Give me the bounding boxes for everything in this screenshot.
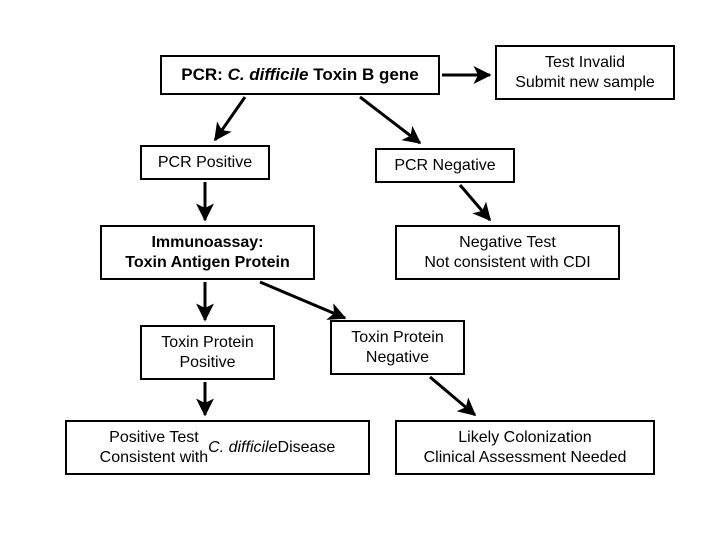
- node-pcr_pos: PCR Positive: [140, 145, 270, 180]
- node-pcr_neg: PCR Negative: [375, 148, 515, 183]
- node-immunoassay: Immunoassay:Toxin Antigen Protein: [100, 225, 315, 280]
- edge-1: [215, 97, 245, 140]
- edge-6: [260, 282, 345, 318]
- node-colonization: Likely ColonizationClinical Assessment N…: [395, 420, 655, 475]
- node-neg_test: Negative TestNot consistent with CDI: [395, 225, 620, 280]
- node-toxin_neg: Toxin ProteinNegative: [330, 320, 465, 375]
- edge-4: [460, 185, 490, 220]
- edge-2: [360, 97, 420, 143]
- node-pcr_root: PCR: C. difficile Toxin B gene: [160, 55, 440, 95]
- node-positive_test: Positive TestConsistent with C. difficil…: [65, 420, 370, 475]
- node-toxin_pos: Toxin ProteinPositive: [140, 325, 275, 380]
- edge-8: [430, 377, 475, 415]
- node-invalid: Test InvalidSubmit new sample: [495, 45, 675, 100]
